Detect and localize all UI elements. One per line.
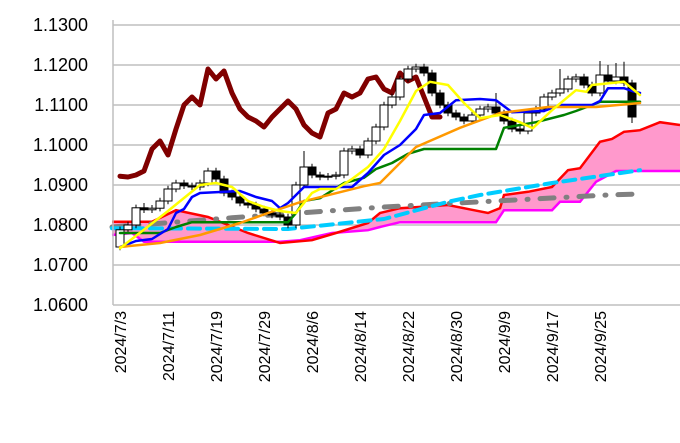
candle-up (171, 182, 181, 190)
sma-long-gray-line (109, 191, 635, 230)
candle-up (547, 92, 557, 98)
x-tick-label: 2024/9/9 (497, 311, 514, 373)
candle-up (539, 96, 549, 110)
y-tick-label: 1.1100 (34, 95, 88, 115)
candle-down (307, 166, 317, 176)
x-tick-label: 2024/7/3 (113, 311, 130, 373)
candle-up (203, 170, 213, 184)
candle-down (235, 196, 245, 204)
candle-down (139, 207, 149, 211)
candle-up (379, 104, 389, 128)
candle-down (627, 82, 637, 118)
candle-down (187, 185, 197, 188)
candle-down (435, 92, 445, 106)
candle-down (355, 148, 365, 156)
conversion-line-tenkan-line (118, 86, 642, 249)
candle-down (515, 128, 525, 132)
x-tick-label: 2024/7/19 (209, 311, 226, 382)
x-tick-label: 2024/9/17 (545, 311, 562, 382)
candle-up (123, 224, 133, 231)
candle-up (331, 174, 341, 177)
candle-down (179, 182, 189, 187)
candle-up (363, 140, 373, 156)
candle-down (459, 116, 469, 122)
y-tick-label: 1.0600 (33, 295, 88, 315)
leading-span-a-line (112, 120, 680, 245)
candle-down (275, 214, 285, 218)
indicator-lines-back (109, 66, 642, 231)
candle-up (411, 66, 421, 70)
x-tick-label: 2024/7/11 (161, 311, 178, 381)
candle-down (211, 170, 221, 180)
candle-down (419, 66, 429, 74)
y-tick-label: 1.0900 (33, 175, 88, 195)
candle-up (155, 200, 165, 209)
candle-up (163, 188, 173, 202)
x-tick-label: 2024/8/6 (305, 311, 322, 373)
y-tick-label: 1.1200 (33, 55, 88, 75)
lagging-span-line (117, 66, 443, 180)
candle-up (475, 108, 485, 116)
y-tick-label: 1.1300 (33, 15, 88, 35)
candle-down (259, 208, 269, 214)
candle-up (131, 207, 141, 226)
indicator-lines-front (118, 80, 642, 250)
x-tick-label: 2024/7/29 (257, 311, 274, 382)
y-axis-labels: 1.1300 1.1200 1.1100 1.1000 1.0900 1.0800 1.07… (33, 15, 88, 315)
x-tick-label: 2024/9/25 (593, 311, 610, 382)
candle-down (451, 112, 461, 118)
sma-short-yellow-line (118, 80, 642, 250)
candle-up (387, 96, 397, 106)
candle-down (491, 106, 501, 114)
x-tick-label: 2024/8/22 (401, 311, 418, 382)
candle-up (347, 148, 357, 152)
candle-up (299, 166, 309, 186)
candle-up (483, 106, 493, 110)
candle-down (579, 76, 589, 86)
y-tick-label: 1.0800 (33, 215, 88, 235)
x-axis-labels: 2024/7/3 2024/7/11 2024/7/19 2024/7/29 2024/… (113, 311, 610, 382)
candle-up (403, 68, 413, 80)
y-tick-label: 1.0700 (33, 255, 88, 275)
sma-long-cyan-line (110, 168, 642, 231)
x-tick-label: 2024/8/14 (353, 311, 370, 382)
candle-down (315, 174, 325, 178)
candle-up (571, 76, 581, 80)
sma-medium-orange-line (118, 101, 642, 249)
candle-up (611, 76, 621, 82)
candle-up (563, 78, 573, 90)
y-tick-label: 1.1000 (33, 135, 88, 155)
candle-down (227, 192, 237, 198)
candle-up (339, 150, 349, 176)
x-tick-label: 2024/8/30 (449, 311, 466, 382)
candle-up (555, 88, 565, 94)
candle-up (467, 114, 477, 122)
candle-up (371, 126, 381, 142)
candle-down (243, 202, 253, 206)
base-line-kijun-line (118, 100, 642, 235)
candle-up (323, 175, 333, 178)
candle-up (395, 78, 405, 98)
candle-up (147, 207, 157, 211)
candle-down (603, 74, 613, 82)
